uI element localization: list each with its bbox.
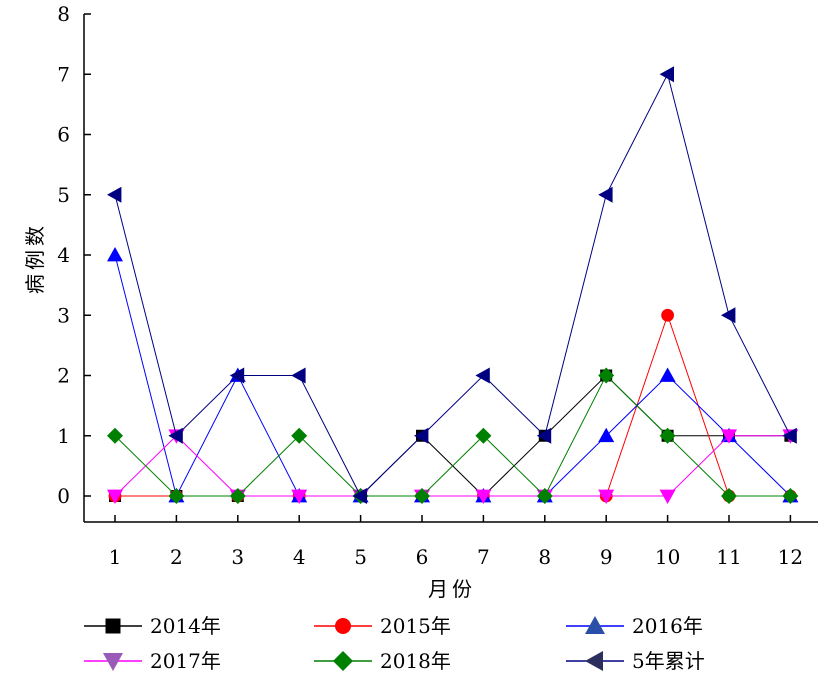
x-tick-label: 3 bbox=[231, 545, 244, 569]
series-line bbox=[114, 254, 791, 498]
x-tick-label: 6 bbox=[416, 545, 429, 569]
data-point bbox=[782, 488, 799, 504]
data-point bbox=[414, 427, 429, 444]
x-tick-label: 4 bbox=[293, 545, 306, 569]
x-tick-label: 2 bbox=[170, 545, 183, 569]
data-point bbox=[475, 427, 492, 444]
legend-label: 2017年 bbox=[150, 649, 221, 673]
x-tick-label: 12 bbox=[778, 545, 803, 569]
data-point bbox=[721, 429, 737, 444]
x-tick-label: 1 bbox=[109, 545, 122, 569]
y-tick-label: 4 bbox=[57, 243, 70, 267]
series-line bbox=[114, 72, 791, 497]
y-axis-title: 病例数 bbox=[23, 222, 47, 294]
data-point bbox=[659, 427, 676, 444]
data-point bbox=[721, 488, 737, 504]
legend-marker bbox=[103, 653, 123, 671]
series-line bbox=[115, 374, 791, 497]
x-tick-label: 10 bbox=[655, 545, 680, 569]
legend-label: 2018年 bbox=[380, 649, 451, 673]
data-point bbox=[475, 367, 490, 384]
data-point bbox=[598, 186, 613, 203]
data-point bbox=[782, 427, 797, 444]
data-point bbox=[291, 367, 306, 384]
data-point bbox=[291, 489, 308, 504]
data-point bbox=[475, 489, 492, 504]
legend-label: 2016年 bbox=[632, 614, 703, 638]
legend-label: 2014年 bbox=[150, 614, 221, 638]
x-tick-label: 5 bbox=[354, 545, 367, 569]
data-point bbox=[107, 427, 123, 444]
data-point bbox=[659, 66, 674, 83]
data-point bbox=[721, 307, 736, 324]
legend-marker bbox=[105, 618, 121, 634]
y-tick-label: 1 bbox=[57, 424, 70, 448]
y-tick-label: 3 bbox=[57, 303, 70, 327]
legend-marker bbox=[585, 616, 605, 634]
legend-marker bbox=[333, 651, 353, 671]
data-point bbox=[107, 489, 123, 504]
data-point bbox=[229, 367, 245, 384]
data-point bbox=[659, 367, 676, 382]
data-point bbox=[107, 247, 123, 262]
series-line bbox=[114, 435, 791, 497]
y-tick-label: 7 bbox=[57, 62, 70, 86]
data-point bbox=[291, 427, 308, 444]
x-tick-label: 7 bbox=[477, 545, 490, 569]
x-tick-label: 9 bbox=[600, 545, 613, 569]
x-tick-label: 8 bbox=[538, 545, 551, 569]
y-tick-label: 6 bbox=[57, 123, 70, 147]
data-point bbox=[352, 488, 367, 504]
legend-label: 2015年 bbox=[380, 614, 451, 638]
data-point bbox=[229, 488, 246, 504]
data-point bbox=[659, 489, 676, 504]
legend-marker bbox=[335, 618, 351, 634]
x-tick-label: 11 bbox=[716, 545, 741, 569]
data-point bbox=[598, 427, 615, 443]
data-point bbox=[598, 367, 615, 384]
data-point bbox=[598, 489, 615, 504]
legend-label: 5年累计 bbox=[632, 649, 705, 673]
data-point bbox=[168, 488, 185, 504]
legend-marker bbox=[585, 651, 603, 671]
data-point bbox=[536, 427, 552, 444]
data-point bbox=[107, 186, 122, 203]
series-line bbox=[114, 374, 791, 497]
x-axis-title: 月份 bbox=[428, 577, 476, 601]
data-point bbox=[536, 488, 553, 504]
data-point bbox=[414, 488, 430, 504]
data-point bbox=[168, 427, 183, 444]
y-tick-label: 8 bbox=[57, 2, 70, 26]
y-tick-label: 0 bbox=[57, 484, 70, 508]
y-tick-label: 5 bbox=[57, 183, 70, 207]
y-tick-label: 2 bbox=[57, 364, 70, 388]
data-point bbox=[661, 308, 674, 322]
